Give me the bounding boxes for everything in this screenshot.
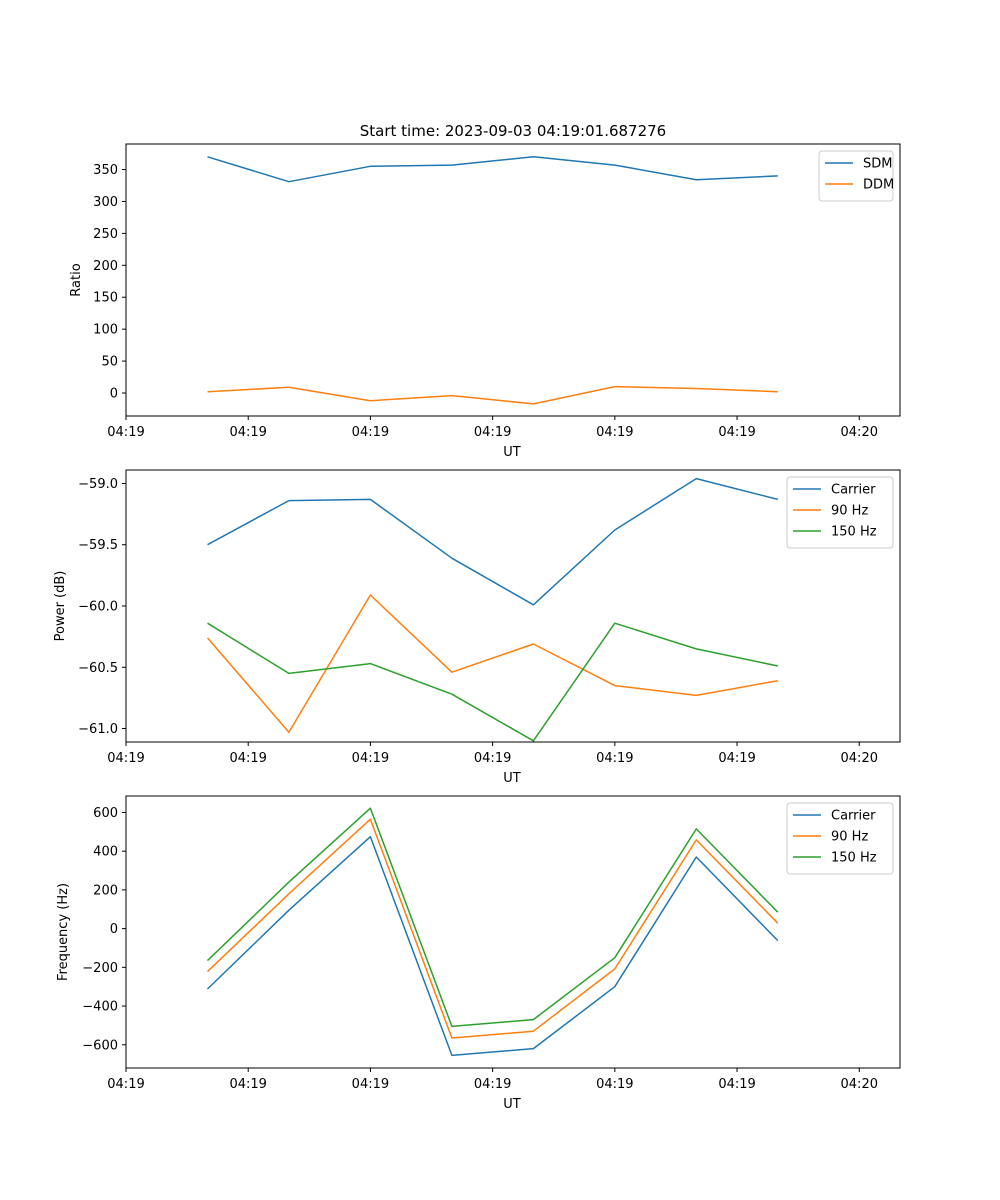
frequency-xtick-label: 04:19 xyxy=(229,1077,266,1092)
ratio-ytick-label: 100 xyxy=(93,323,118,338)
frequency-xtick-label: 04:19 xyxy=(596,1077,633,1092)
power-series-150-hz-line xyxy=(207,622,778,742)
ratio-axes-frame xyxy=(125,143,901,417)
ratio-panel: UT Ratio 04:19 04:19 04:19 04:19 04:19 04:19 0… xyxy=(69,143,901,460)
power-xtick-label: 04:19 xyxy=(718,751,755,766)
frequency-panel-xlabel: UT xyxy=(503,1097,521,1112)
power-xtick-label: 04:19 xyxy=(229,751,266,766)
ratio-series-ddm-line xyxy=(207,385,778,405)
frequency-axes-frame xyxy=(125,795,901,1069)
frequency-panel: UT Frequency (Hz) 04:19 04:19 04:19 04:19 04… xyxy=(56,795,901,1112)
frequency-panel-ylabel: Frequency (Hz) xyxy=(56,883,71,981)
frequency-xtick-label: 04:20 xyxy=(841,1077,878,1092)
ratio-legend-label: DDM xyxy=(863,178,894,193)
power-xtick-label: 04:20 xyxy=(841,751,878,766)
ratio-xtick-label: 04:19 xyxy=(229,425,266,440)
power-axes-frame xyxy=(125,469,901,743)
power-legend-label: 90 Hz xyxy=(831,504,868,519)
frequency-series-carrier-line xyxy=(206,835,779,1057)
power-ytick-label: −59.0 xyxy=(78,477,118,492)
ratio-ytick-label: 250 xyxy=(93,227,118,242)
power-series-90-hz-line xyxy=(206,594,778,733)
power-legend-label: Carrier xyxy=(831,483,876,498)
power-xtick-label: 04:19 xyxy=(107,751,144,766)
frequency-ytick-label: 400 xyxy=(93,845,118,860)
ratio-ytick-label: 300 xyxy=(93,195,118,210)
frequency-xtick-label: 04:19 xyxy=(474,1077,511,1092)
frequency-ytick-label: −400 xyxy=(82,1000,118,1015)
frequency-xtick-label: 04:19 xyxy=(718,1077,755,1092)
power-legend-label: 150 Hz xyxy=(831,525,877,540)
power-legend: Carrier 90 Hz 150 Hz xyxy=(786,476,894,549)
ratio-ytick-label: 350 xyxy=(93,163,118,178)
power-ytick-label: −61.0 xyxy=(78,722,118,737)
ratio-xtick-label: 04:19 xyxy=(596,425,633,440)
frequency-legend-label: 90 Hz xyxy=(831,830,868,845)
ratio-panel-xlabel: UT xyxy=(503,445,521,460)
ratio-ytick-label: 200 xyxy=(93,259,118,274)
ratio-legend-label: SDM xyxy=(863,157,892,172)
ratio-xtick-label: 04:19 xyxy=(352,425,389,440)
power-panel-ylabel: Power (dB) xyxy=(53,571,68,642)
ratio-xtick-label: 04:19 xyxy=(718,425,755,440)
ratio-ytick-label: 150 xyxy=(93,291,118,306)
frequency-legend-label: 150 Hz xyxy=(831,851,877,866)
power-ytick-label: −59.5 xyxy=(78,538,118,553)
frequency-legend-label: Carrier xyxy=(831,809,876,824)
power-xtick-label: 04:19 xyxy=(596,751,633,766)
frequency-ytick-label: −200 xyxy=(82,961,118,976)
frequency-ytick-label: 600 xyxy=(93,806,118,821)
frequency-legend: Carrier 90 Hz 150 Hz xyxy=(786,802,894,875)
frequency-series-150-hz-line xyxy=(206,807,779,1028)
power-ytick-label: −60.5 xyxy=(78,661,118,676)
power-panel: UT Power (dB) 04:19 04:19 04:19 04:19 04:19 0… xyxy=(53,469,901,786)
ratio-xtick-label: 04:19 xyxy=(474,425,511,440)
figure-title: Start time: 2023-09-03 04:19:01.687276 xyxy=(360,122,666,140)
frequency-ytick-label: 0 xyxy=(110,922,118,937)
frequency-ytick-label: −600 xyxy=(82,1038,118,1053)
frequency-series-90-hz-line xyxy=(206,818,779,1039)
ratio-xtick-label: 04:20 xyxy=(841,425,878,440)
power-panel-xlabel: UT xyxy=(503,771,521,786)
power-xtick-label: 04:19 xyxy=(474,751,511,766)
power-series-carrier-line xyxy=(207,477,778,606)
ratio-series-sdm-line xyxy=(207,156,778,183)
ratio-panel-ylabel: Ratio xyxy=(69,263,84,296)
ratio-ytick-label: 0 xyxy=(110,387,118,402)
frequency-xtick-label: 04:19 xyxy=(107,1077,144,1092)
frequency-ytick-label: 200 xyxy=(93,883,118,898)
power-ytick-label: −60.0 xyxy=(78,600,118,615)
ratio-legend: SDM DDM xyxy=(818,150,894,202)
power-xtick-label: 04:19 xyxy=(352,751,389,766)
ratio-ytick-label: 50 xyxy=(101,355,118,370)
frequency-xtick-label: 04:19 xyxy=(352,1077,389,1092)
ratio-xtick-label: 04:19 xyxy=(107,425,144,440)
